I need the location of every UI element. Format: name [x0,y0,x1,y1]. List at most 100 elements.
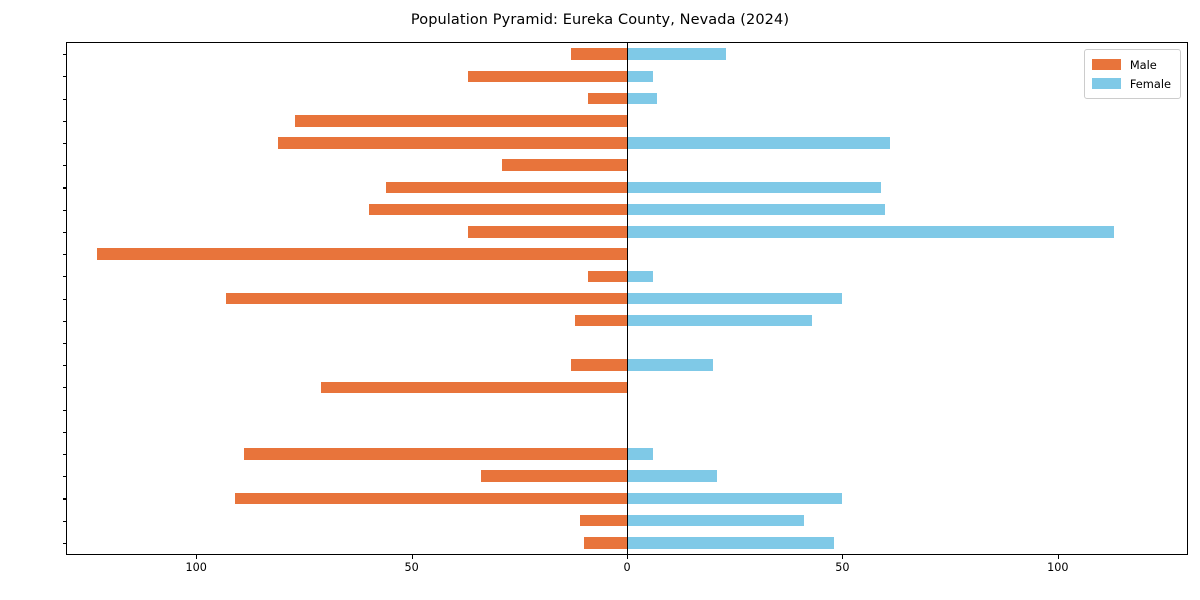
y-tick-mark [62,76,67,78]
bar-male [235,492,627,505]
bar-row [67,159,1187,171]
x-tick-mark [411,554,413,559]
bar-female [627,470,718,482]
y-tick-mark [62,98,67,100]
legend-label-male: Male [1129,57,1157,72]
bar-male [368,203,627,216]
legend-item-male: Male [1091,55,1171,74]
bar-male [583,537,627,549]
bar-female [627,270,653,283]
bar-row [67,70,1187,83]
y-tick-mark [62,431,67,433]
bar-female [627,137,890,149]
y-tick-mark [62,320,67,322]
y-tick-mark [62,342,67,345]
y-tick-mark [62,254,67,256]
bar-male [575,314,627,327]
y-tick-mark [62,387,67,389]
bar-female [627,70,653,83]
bar-row [67,492,1187,505]
bar-male [278,137,627,149]
x-tick-label: 100 [1047,561,1069,574]
bar-male [467,70,627,83]
bar-row [67,537,1187,549]
bar-male [243,448,627,460]
bar-row [67,359,1187,371]
bar-row [67,381,1187,394]
bar-row [67,270,1187,283]
bar-female [627,492,843,505]
bars-container [67,43,1187,554]
legend-swatch-male [1091,59,1121,70]
bar-female [627,514,804,527]
bar-male [385,181,627,194]
y-tick-mark [62,165,67,167]
bar-row [67,137,1187,149]
x-tick-label: 0 [623,561,631,574]
x-tick-mark [842,554,844,559]
bar-male [579,514,627,527]
bar-male [588,270,627,283]
zero-axis-line [627,43,629,554]
bar-female [627,314,813,327]
bar-row [67,203,1187,216]
bar-male [571,48,627,60]
y-tick-mark [62,476,67,478]
bar-male [571,359,627,371]
bar-row [67,514,1187,527]
y-tick-mark [62,542,67,544]
bar-male [588,92,627,105]
y-tick-mark [62,498,67,500]
x-tick-label: 50 [404,561,419,574]
bar-female [627,448,653,460]
y-tick-mark [62,54,67,56]
y-tick-mark [62,298,67,300]
y-tick-mark [62,276,67,278]
bar-female [627,292,843,305]
bar-female [627,181,882,194]
y-tick-mark [62,142,67,145]
bar-male [295,114,627,127]
chart-legend: Male Female [1083,49,1181,99]
bar-male [321,381,627,394]
bar-row [67,248,1187,260]
bar-male [97,248,627,260]
bar-male [502,159,627,171]
y-tick-mark [62,120,67,122]
bar-male [226,292,627,305]
chart-plot-axes: 85+80-8475-7970-7467-6965-6662-6460-6155… [62,42,1188,574]
bar-row [67,226,1187,238]
bar-female [627,226,1114,238]
y-tick-mark [62,365,67,367]
y-tick-mark [62,231,67,233]
legend-swatch-female [1091,78,1121,89]
bar-row [67,292,1187,305]
bar-row [67,314,1187,327]
y-tick-mark [62,454,67,456]
legend-item-female: Female [1091,74,1171,93]
bar-row [67,92,1187,105]
y-tick-mark [62,520,67,522]
bar-female [627,203,886,216]
legend-label-female: Female [1129,76,1171,91]
bar-male [467,226,627,238]
x-tick-mark [627,554,629,559]
bar-row [67,448,1187,460]
bar-row [67,48,1187,60]
bar-row [67,470,1187,482]
chart-title: Population Pyramid: Eureka County, Nevad… [410,12,790,28]
bar-row [67,114,1187,127]
y-tick-mark [62,209,67,211]
bar-female [627,92,658,105]
bar-female [627,537,834,549]
bar-female [627,48,727,60]
y-tick-mark [62,409,67,411]
x-tick-label: 50 [835,561,850,574]
x-tick-mark [196,554,198,559]
bar-male [480,470,627,482]
x-tick-label: 100 [185,561,207,574]
y-tick-mark [62,187,67,189]
bar-female [627,359,714,371]
bar-row [67,181,1187,194]
